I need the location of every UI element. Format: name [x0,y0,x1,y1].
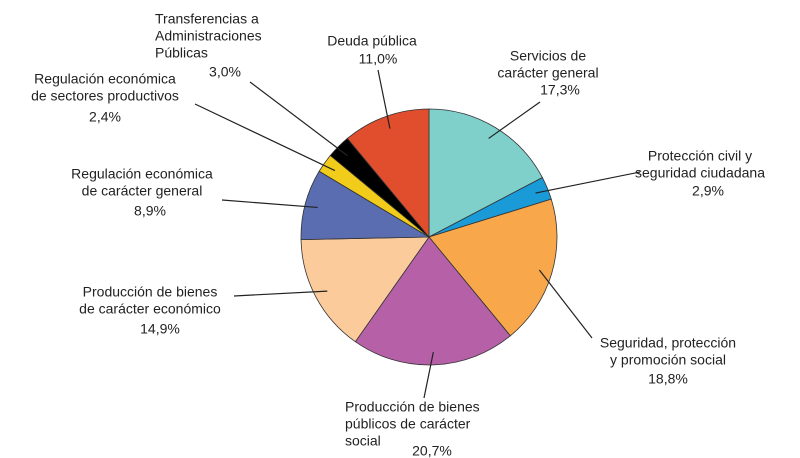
slice-label: seguridad ciudadana [635,165,765,181]
leader-line [423,351,434,399]
value-label: 14,9% [140,321,180,337]
value-label: 8,9% [134,203,166,219]
slice-label: de carácter general [82,183,203,199]
leader-line [488,101,541,139]
pie-slice [300,236,430,343]
slice-label: Producción de bienes [345,399,480,415]
value-label: 2,4% [89,109,121,125]
slice-label: Regulación económica [34,71,176,87]
slice-label: carácter general [497,65,598,81]
leader-line [194,103,336,172]
pie-slice [346,108,430,239]
slice-label: Producción de bienes [83,284,218,300]
slice-label: Servicios de [510,48,586,64]
value-label: 18,8% [648,371,688,387]
value-label: 11,0% [359,51,398,67]
pie-slice [354,236,511,366]
slice-label: Deuda pública [327,33,417,49]
leader-line [233,290,328,297]
pie-slice [428,108,543,238]
slice-label: de carácter económico [79,301,221,317]
slice-label: y promoción social [610,352,726,368]
slice-label: Regulación económica [71,166,213,182]
slice-label: públicos de carácter [345,416,471,432]
slice-label: Públicas [155,45,208,61]
slice-label: Transferencias a [155,11,259,27]
value-label: 3,0% [209,64,241,80]
leader-line [221,199,318,209]
leader-line [535,171,641,194]
slice-label: social [345,433,381,449]
leader-line [538,269,593,339]
slice-label: de sectores productivos [31,88,179,104]
leader-line [249,81,348,157]
pie-slice [428,198,558,337]
value-label: 2,9% [692,183,724,199]
leader-line [377,69,391,129]
slice-label: Administraciones [155,28,262,44]
slice-label: Seguridad, protección [600,335,736,351]
value-label: 20,7% [412,443,452,458]
slice-label: Protección civil y [648,148,752,164]
value-label: 17,3% [540,82,580,98]
